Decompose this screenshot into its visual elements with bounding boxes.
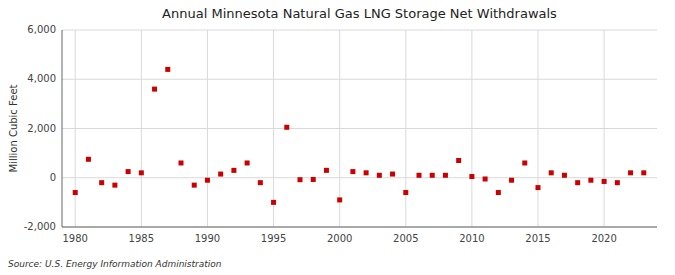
point <box>536 185 541 190</box>
point <box>298 177 303 182</box>
point <box>430 173 435 178</box>
y-grid-line <box>62 177 657 178</box>
point <box>443 173 448 178</box>
point <box>496 190 501 195</box>
x-tick-label: 2005 <box>393 233 418 244</box>
y-tick-label: 6,000 <box>27 24 56 35</box>
point <box>641 170 646 175</box>
point <box>245 160 250 165</box>
point <box>377 173 382 178</box>
point <box>350 169 355 174</box>
point <box>73 190 78 195</box>
x-tick-label: 1995 <box>261 233 286 244</box>
y-grid-line <box>62 128 657 129</box>
x-tick-label: 2020 <box>591 233 616 244</box>
chart: -2,000 0 2,000 4,000 6,000 1980 1985 1990 1995 20… <box>0 0 675 275</box>
point <box>165 67 170 72</box>
point <box>337 197 342 202</box>
point <box>86 157 91 162</box>
y-grid-line <box>62 79 657 80</box>
x-grid-line <box>538 30 539 227</box>
point <box>549 170 554 175</box>
grid <box>62 30 657 227</box>
point <box>390 172 395 177</box>
point <box>588 178 593 183</box>
x-axis-line <box>62 227 657 228</box>
x-grid-line <box>471 30 472 227</box>
point <box>258 180 263 185</box>
x-grid-line <box>75 30 76 227</box>
y-tick-label: -2,000 <box>24 221 56 232</box>
point <box>179 160 184 165</box>
x-tick-label: 1980 <box>62 233 87 244</box>
y-axis-label: Million Cubic Feet <box>8 84 19 172</box>
point <box>483 176 488 181</box>
point <box>562 173 567 178</box>
point <box>126 169 131 174</box>
point <box>284 125 289 130</box>
point <box>456 158 461 163</box>
point <box>271 200 276 205</box>
x-axis: 1980 1985 1990 1995 2000 2005 2010 2015 2020 <box>62 233 616 244</box>
point <box>602 179 607 184</box>
x-grid-line <box>604 30 605 227</box>
point <box>522 160 527 165</box>
x-tick-label: 2015 <box>525 233 550 244</box>
x-grid-line <box>405 30 406 227</box>
x-grid-line <box>273 30 274 227</box>
point <box>112 183 117 188</box>
point <box>628 170 633 175</box>
point <box>152 87 157 92</box>
y-grid-line <box>62 227 657 228</box>
points <box>73 67 647 205</box>
point <box>139 170 144 175</box>
point <box>417 173 422 178</box>
y-tick-label: 2,000 <box>27 123 56 134</box>
y-axis: -2,000 0 2,000 4,000 6,000 <box>24 24 56 232</box>
x-tick-label: 1990 <box>195 233 220 244</box>
y-tick-label: 4,000 <box>27 73 56 84</box>
point <box>324 168 329 173</box>
title: Annual Minnesota Natural Gas LNG Storage… <box>162 6 557 21</box>
x-grid-line <box>207 30 208 227</box>
point <box>231 168 236 173</box>
x-tick-label: 2000 <box>327 233 352 244</box>
point <box>615 180 620 185</box>
point <box>218 172 223 177</box>
x-tick-label: 1985 <box>129 233 154 244</box>
y-tick-label: 0 <box>50 172 56 183</box>
source-note: Source: U.S. Energy Information Administ… <box>8 259 222 269</box>
page: {"chart_data": { "type": "scatter", "tit… <box>0 0 675 275</box>
point <box>403 190 408 195</box>
point <box>575 180 580 185</box>
point <box>311 177 316 182</box>
point <box>99 180 104 185</box>
y-grid-line <box>62 30 657 31</box>
point <box>469 174 474 179</box>
x-grid-line <box>141 30 142 227</box>
point <box>509 178 514 183</box>
point <box>192 183 197 188</box>
x-tick-label: 2010 <box>459 233 484 244</box>
y-axis-line <box>62 30 63 227</box>
point <box>364 170 369 175</box>
point <box>205 178 210 183</box>
